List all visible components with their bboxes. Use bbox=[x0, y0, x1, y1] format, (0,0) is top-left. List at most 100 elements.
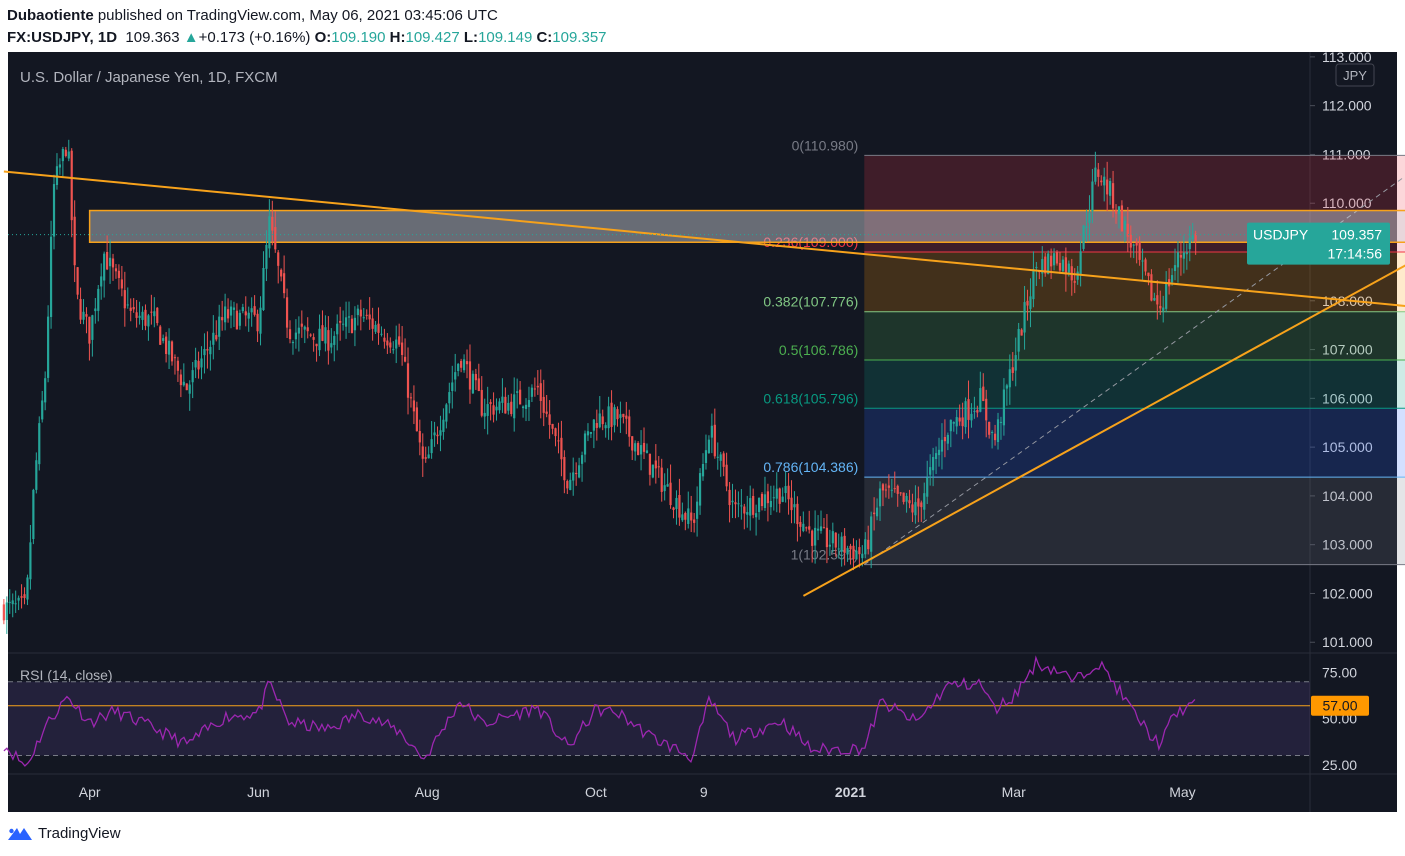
candle-body bbox=[592, 419, 595, 431]
candle-body bbox=[64, 149, 67, 157]
candle-body bbox=[392, 349, 395, 351]
candle-body bbox=[238, 312, 241, 326]
candle-body bbox=[185, 383, 188, 391]
candle-body bbox=[403, 356, 407, 362]
publisher-name[interactable]: Dubaotiente bbox=[7, 7, 94, 24]
footer-brand[interactable]: TradingView bbox=[38, 824, 121, 842]
candle-body bbox=[433, 432, 436, 436]
candle-body bbox=[1120, 205, 1124, 232]
candle-body bbox=[256, 313, 259, 332]
candle-body bbox=[988, 421, 991, 435]
candle-body bbox=[2, 604, 5, 621]
candle-body bbox=[1041, 259, 1044, 274]
rsi-current-box bbox=[1311, 695, 1369, 716]
candle-body bbox=[203, 348, 206, 356]
candle-body bbox=[277, 252, 280, 266]
candle-body bbox=[1097, 169, 1100, 177]
candle-body bbox=[1103, 176, 1106, 186]
candle-body bbox=[406, 363, 410, 398]
candle-body bbox=[519, 389, 522, 405]
candle-body bbox=[504, 396, 507, 414]
resistance-zone bbox=[88, 209, 1405, 243]
candle-body bbox=[165, 336, 168, 354]
candle-body bbox=[58, 164, 62, 168]
candle-body bbox=[790, 497, 793, 511]
candle-body bbox=[445, 404, 448, 422]
candle-body bbox=[197, 360, 200, 370]
candle-body bbox=[291, 341, 295, 344]
candle-body bbox=[342, 323, 345, 325]
rsi-y-tick-label: 25.00 bbox=[1322, 757, 1357, 773]
candle-body bbox=[855, 550, 858, 560]
candle-body bbox=[536, 385, 539, 388]
candle-body bbox=[377, 323, 380, 333]
price-chart[interactable]: 113.000112.000111.000110.000109.000108.0… bbox=[0, 52, 1405, 816]
candle-body bbox=[5, 602, 8, 621]
candle-body bbox=[209, 346, 212, 355]
candle-body bbox=[976, 410, 979, 413]
candle-body bbox=[796, 503, 799, 525]
tradingview-logo-icon[interactable] bbox=[8, 825, 32, 841]
candle-body bbox=[1067, 263, 1070, 273]
candle-body bbox=[448, 392, 451, 404]
candle-body bbox=[743, 506, 746, 514]
candle-body bbox=[309, 334, 312, 336]
candle-body bbox=[501, 396, 504, 403]
candle-body bbox=[457, 363, 460, 371]
candle-body bbox=[970, 413, 973, 421]
y-tick-label: 112.000 bbox=[1322, 98, 1372, 114]
candle-body bbox=[778, 488, 781, 504]
candle-body bbox=[312, 337, 315, 340]
candle-body bbox=[1023, 302, 1026, 333]
candle-body bbox=[513, 394, 516, 419]
candle-body bbox=[67, 151, 70, 159]
candle-body bbox=[902, 492, 905, 502]
candle-body bbox=[704, 450, 708, 464]
candle-body bbox=[569, 479, 572, 491]
low-label: L: bbox=[463, 29, 479, 46]
rsi-title: RSI (14, close) bbox=[20, 667, 113, 683]
price-change: +0.173 (+0.16%) bbox=[198, 29, 311, 46]
candle-body bbox=[1079, 251, 1082, 275]
candle-body bbox=[188, 384, 191, 394]
candle-body bbox=[973, 410, 976, 412]
candle-body bbox=[206, 349, 209, 351]
candle-body bbox=[330, 343, 333, 348]
header-line-2: FX:USDJPY, 1D 109.363 ▲+0.173 (+0.16%) O… bbox=[7, 29, 607, 46]
candle-body bbox=[250, 308, 253, 313]
candle-body bbox=[917, 498, 920, 507]
price-label-value: 109.357 bbox=[1331, 227, 1382, 243]
candle-body bbox=[548, 414, 551, 425]
candle-body bbox=[409, 397, 413, 399]
candle-body bbox=[265, 244, 268, 269]
candle-body bbox=[870, 516, 873, 552]
candle-body bbox=[135, 312, 138, 318]
candle-body bbox=[601, 416, 604, 425]
candle-body bbox=[808, 526, 811, 530]
candle-body bbox=[297, 327, 300, 334]
candle-body bbox=[94, 308, 97, 312]
candle-body bbox=[182, 381, 185, 386]
candle-body bbox=[241, 307, 244, 312]
candle-body bbox=[852, 545, 855, 560]
candle-body bbox=[41, 400, 44, 420]
candle-body bbox=[70, 150, 73, 221]
x-tick-label: Aug bbox=[415, 784, 440, 800]
candle-body bbox=[805, 527, 808, 529]
candle-body bbox=[645, 450, 649, 453]
candle-body bbox=[802, 523, 805, 531]
candle-body bbox=[52, 184, 56, 237]
candle-body bbox=[218, 316, 221, 337]
open-label: O: bbox=[314, 29, 332, 46]
candle-body bbox=[159, 326, 162, 345]
x-tick-label: Mar bbox=[1002, 784, 1026, 800]
candle-body bbox=[221, 317, 224, 321]
candle-body bbox=[1061, 259, 1065, 272]
candle-body bbox=[401, 342, 404, 355]
candle-body bbox=[1064, 257, 1067, 275]
candle-body bbox=[563, 457, 566, 481]
candle-body bbox=[616, 409, 619, 420]
candle-body bbox=[126, 304, 129, 306]
y-tick-label: 106.000 bbox=[1322, 390, 1373, 406]
last-price: 109.363 bbox=[125, 29, 180, 46]
